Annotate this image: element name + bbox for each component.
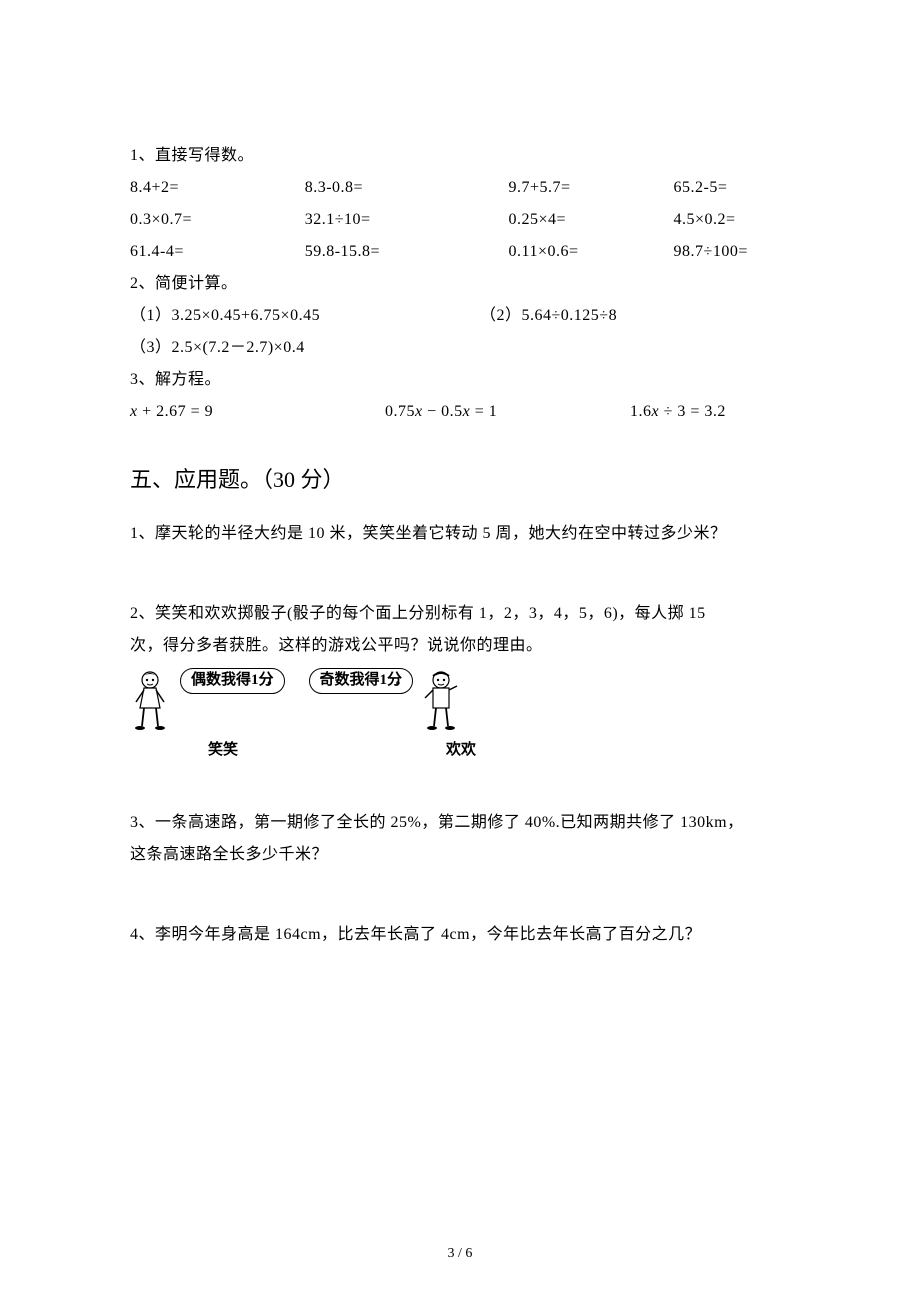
q1-r1-c1: 8.4+2= bbox=[130, 172, 305, 204]
left-character-group: 偶数我得1分。 bbox=[130, 668, 285, 732]
section-5-title: 五、应用题。（30 分） bbox=[130, 456, 790, 504]
q2-row-1: （1）3.25×0.45+6.75×0.45 （2）5.64÷0.125÷8 bbox=[130, 300, 790, 332]
q1-r1-c4: 65.2-5= bbox=[674, 172, 790, 204]
q1-r2-c3: 0.25×4= bbox=[509, 204, 674, 236]
page-number: 3 / 6 bbox=[0, 1246, 920, 1262]
spacer bbox=[130, 871, 790, 919]
q1-r1-c3: 9.7+5.7= bbox=[509, 172, 674, 204]
q2-title: 2、简便计算。 bbox=[130, 268, 790, 300]
q3-equations: x + 2.67 = 9 0.75x − 0.5x = 1 1.6x ÷ 3 =… bbox=[130, 396, 790, 428]
q2-item-3: （3）2.5×(7.2－2.7)×0.4 bbox=[130, 332, 790, 364]
q1-r3-c2: 59.8-15.8= bbox=[305, 236, 509, 268]
q1-row-1: 8.4+2= 8.3-0.8= 9.7+5.7= 65.2-5= bbox=[130, 172, 790, 204]
q1-row-2: 0.3×0.7= 32.1÷10= 0.25×4= 4.5×0.2= bbox=[130, 204, 790, 236]
dice-game-illustration: 偶数我得1分。 奇数我得1分。 bbox=[130, 668, 790, 732]
q3-title: 3、解方程。 bbox=[130, 364, 790, 396]
q3-eq-2: 0.75x − 0.5x = 1 bbox=[385, 396, 630, 428]
problem-3-line1: 3、一条高速路，第一期修了全长的 25%，第二期修了 40%.已知两期共修了 1… bbox=[130, 807, 790, 839]
spacer bbox=[130, 759, 790, 807]
page: 1、直接写得数。 8.4+2= 8.3-0.8= 9.7+5.7= 65.2-5… bbox=[0, 0, 920, 1302]
q2-item-2: （2）5.64÷0.125÷8 bbox=[480, 300, 790, 332]
q3-eq-1: x + 2.67 = 9 bbox=[130, 396, 385, 428]
bubble-right: 奇数我得1分。 bbox=[309, 668, 414, 694]
q1-r3-c3: 0.11×0.6= bbox=[509, 236, 674, 268]
q1-r1-c2: 8.3-0.8= bbox=[305, 172, 509, 204]
problem-4: 4、李明今年身高是 164cm，比去年长高了 4cm，今年比去年长高了百分之几？ bbox=[130, 919, 790, 951]
q2-item-1: （1）3.25×0.45+6.75×0.45 bbox=[130, 300, 480, 332]
name-left: 笑笑 bbox=[208, 738, 338, 759]
q1-title: 1、直接写得数。 bbox=[130, 140, 790, 172]
spacer bbox=[130, 550, 790, 598]
q1-r3-c1: 61.4-4= bbox=[130, 236, 305, 268]
problem-1: 1、摩天轮的半径大约是 10 米，笑笑坐着它转动 5 周，她大约在空中转过多少米… bbox=[130, 518, 790, 550]
right-character-group: 奇数我得1分。 bbox=[309, 668, 464, 732]
bubble-left: 偶数我得1分。 bbox=[180, 668, 285, 694]
problem-3-line2: 这条高速路全长多少千米？ bbox=[130, 839, 790, 871]
q1-r2-c2: 32.1÷10= bbox=[305, 204, 509, 236]
q1-r3-c4: 98.7÷100= bbox=[674, 236, 790, 268]
name-right: 欢欢 bbox=[446, 738, 476, 759]
girl-icon bbox=[130, 668, 174, 732]
q1-r2-c4: 4.5×0.2= bbox=[674, 204, 790, 236]
problem-2-line2: 次，得分多者获胜。这样的游戏公平吗？说说你的理由。 bbox=[130, 630, 790, 662]
bubble-left-text: 偶数我得1分 bbox=[191, 672, 274, 688]
boy-icon bbox=[419, 668, 463, 732]
problem-2-line1: 2、笑笑和欢欢掷骰子(骰子的每个面上分别标有 1，2，3，4，5，6)，每人掷 … bbox=[130, 598, 790, 630]
q3-eq-3: 1.6x ÷ 3 = 3.2 bbox=[630, 396, 790, 428]
bubble-right-text: 奇数我得1分 bbox=[320, 672, 403, 688]
q1-r2-c1: 0.3×0.7= bbox=[130, 204, 305, 236]
q1-row-3: 61.4-4= 59.8-15.8= 0.11×0.6= 98.7÷100= bbox=[130, 236, 790, 268]
